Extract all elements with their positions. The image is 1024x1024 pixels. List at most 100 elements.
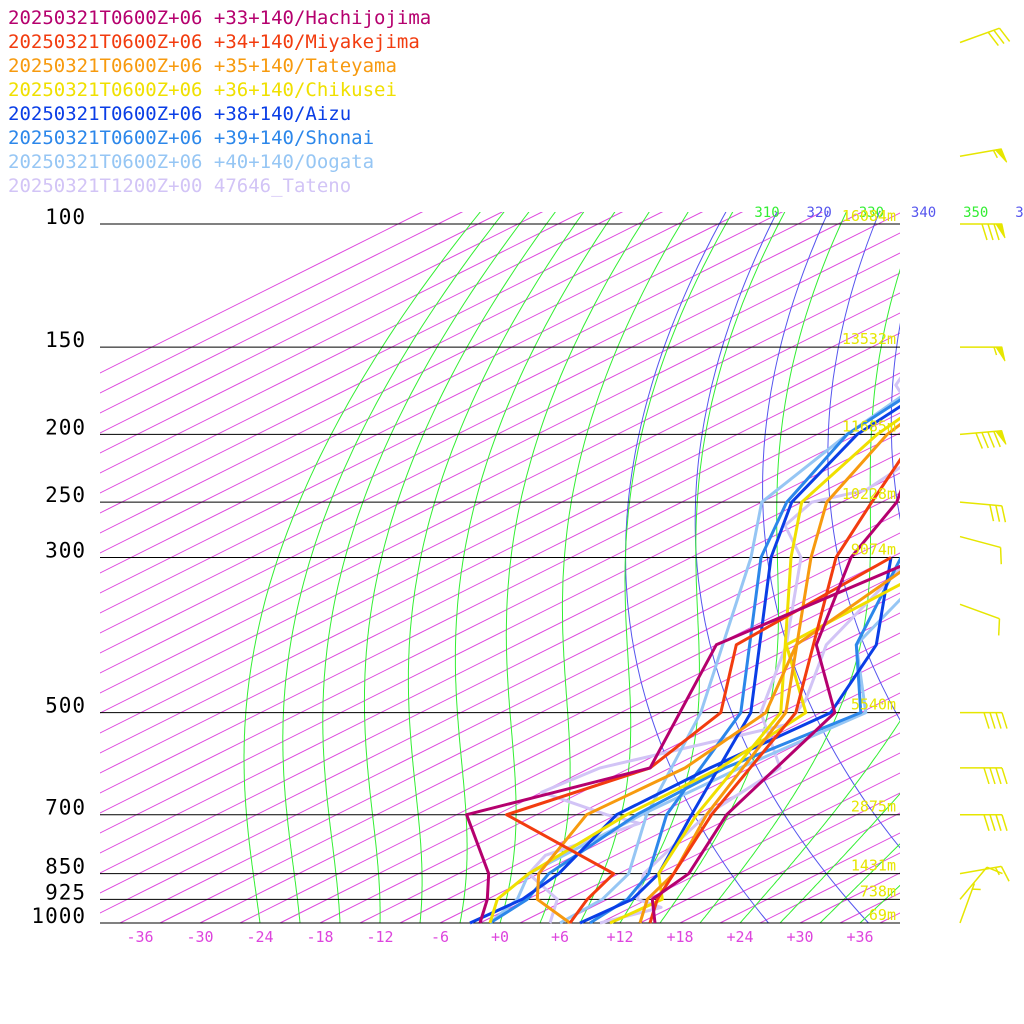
barb-full	[995, 712, 1002, 729]
pressure-tick-label: 925	[45, 880, 86, 904]
legend-entry: 20250321T0600Z+06 +39+140/Shonai	[8, 127, 374, 149]
height-label: 13532m	[842, 330, 896, 348]
temperature-tick-label: -36	[126, 928, 153, 946]
pressure-tick-label: 250	[45, 483, 86, 507]
height-label: 11685m	[842, 417, 896, 435]
barb-full	[987, 31, 999, 47]
theta-label: 310	[754, 205, 779, 221]
barb-full	[981, 223, 988, 241]
height-label: 2875m	[851, 798, 896, 816]
dewpoint-line	[505, 556, 892, 924]
legend-entry: 20250321T0600Z+06 +35+140/Tateyama	[8, 55, 397, 77]
isotherm-line	[100, 212, 784, 554]
wind-barb	[960, 223, 1006, 241]
barb-full	[987, 431, 995, 448]
legend-entry: 20250321T0600Z+06 +33+140/Hachijojima	[8, 7, 431, 29]
barb-full	[1001, 767, 1008, 785]
pressure-tick-label: 100	[45, 205, 86, 229]
height-label: 738m	[860, 882, 896, 900]
barb-pennant	[995, 346, 1006, 362]
dry-adiabat-line	[827, 212, 900, 721]
wind-barb	[959, 501, 1007, 523]
wind-barb	[959, 535, 1003, 565]
barb-full	[983, 814, 990, 831]
temperature-line	[650, 489, 900, 924]
barb-full	[999, 547, 1003, 565]
isotherm-line	[100, 212, 584, 454]
isotherm-line	[100, 212, 744, 534]
isotherm-line	[100, 212, 504, 414]
wind-barb	[959, 883, 981, 924]
legend-entry: 20250321T0600Z+06 +38+140/Aizu	[8, 103, 351, 125]
barb-full	[993, 29, 1005, 44]
temperature-line	[609, 416, 900, 925]
barb-staff	[959, 501, 1002, 507]
wind-barb	[959, 430, 1007, 449]
wind-barb	[959, 603, 1001, 636]
isotherm-line	[100, 212, 704, 514]
theta-label: 360	[1015, 205, 1024, 221]
pressure-tick-label: 150	[45, 328, 86, 352]
legend-entry: 20250321T0600Z+06 +34+140/Miyakejima	[8, 31, 420, 53]
barb-staff	[959, 27, 1000, 44]
barb-full	[1001, 505, 1007, 523]
temperature-line	[648, 457, 900, 924]
legend-entry: 20250321T0600Z+06 +36+140/Chikusei	[8, 79, 397, 101]
isotherm-line	[100, 212, 464, 394]
height-labels: 16084m 13532m 11685m 10228m 9074m 5540m 2875m 1…	[842, 207, 896, 924]
temperature-line	[579, 404, 900, 925]
wind-barb	[960, 711, 1008, 729]
barb-staff	[959, 866, 988, 900]
barb-full	[989, 712, 996, 729]
height-label: 5540m	[851, 696, 896, 714]
pressure-tick-label: 850	[45, 855, 86, 879]
barb-full	[987, 223, 994, 241]
barb-full	[1000, 866, 1010, 882]
dewpoint-line	[488, 582, 900, 924]
pressure-tick-label: 200	[45, 415, 86, 439]
wind-barbs	[959, 27, 1011, 924]
barb-half	[993, 346, 998, 356]
barb-full	[995, 505, 1001, 522]
barb-full	[981, 432, 989, 449]
barb-pennant	[995, 223, 1006, 239]
wind-barb	[959, 27, 1011, 47]
barb-staff	[959, 535, 1001, 549]
barb-full	[993, 431, 1001, 448]
barb-staff	[959, 883, 976, 924]
height-label: 16084m	[842, 207, 896, 225]
sounding-lines	[465, 376, 900, 925]
temperature-tick-label: -12	[366, 928, 393, 946]
isotherm-line	[519, 732, 900, 924]
pressure-tick-label: 1000	[31, 904, 86, 928]
temperature-tick-label: -30	[186, 928, 213, 946]
barb-full	[975, 432, 984, 449]
barb-half	[992, 150, 999, 159]
barb-full	[995, 814, 1002, 831]
temperature-tick-label: -6	[431, 928, 449, 946]
isotherm-line	[199, 572, 900, 924]
isotherm-line	[100, 212, 544, 434]
dewpoint-line	[535, 570, 900, 925]
isotherm-line	[239, 592, 900, 924]
height-label: 10228m	[842, 485, 896, 503]
barb-pennant	[994, 430, 1007, 445]
barb-full	[995, 767, 1002, 785]
barb-full	[1001, 814, 1008, 831]
barb-staff	[959, 430, 1002, 436]
temperature-tick-label: +0	[491, 928, 509, 946]
barb-full	[997, 618, 1001, 636]
temperature-line	[589, 398, 900, 925]
temperature-tick-label: -24	[246, 928, 273, 946]
temperature-tick-label: +18	[666, 928, 693, 946]
isotherm-line	[100, 212, 664, 494]
temperature-line	[559, 395, 900, 925]
barb-full	[993, 223, 1000, 241]
temperature-tick-label: +6	[551, 928, 569, 946]
isotherm-line	[599, 772, 900, 924]
temperature-tick-label: +36	[846, 928, 873, 946]
dry-adiabat-line	[694, 212, 869, 924]
isotherm-line	[100, 212, 624, 474]
wind-barb	[960, 813, 1008, 831]
